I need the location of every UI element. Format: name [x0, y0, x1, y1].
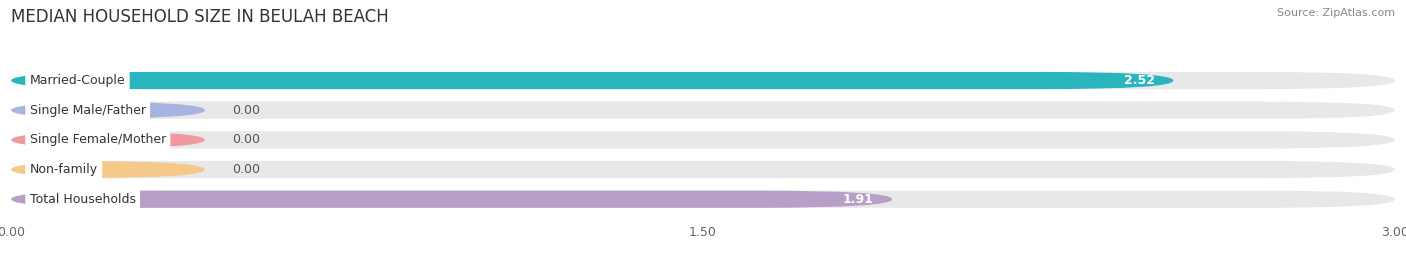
Text: 2.52: 2.52: [1123, 74, 1154, 87]
Text: 1.91: 1.91: [842, 193, 873, 206]
FancyBboxPatch shape: [11, 191, 891, 208]
Text: Total Households: Total Households: [30, 193, 136, 206]
Text: Source: ZipAtlas.com: Source: ZipAtlas.com: [1277, 8, 1395, 18]
FancyBboxPatch shape: [11, 102, 1395, 119]
FancyBboxPatch shape: [11, 131, 205, 148]
Text: Single Male/Father: Single Male/Father: [30, 104, 146, 117]
FancyBboxPatch shape: [11, 161, 205, 178]
FancyBboxPatch shape: [11, 191, 1395, 208]
FancyBboxPatch shape: [11, 131, 1395, 148]
Text: 0.00: 0.00: [232, 104, 260, 117]
FancyBboxPatch shape: [11, 72, 1174, 89]
Text: Non-family: Non-family: [30, 163, 98, 176]
Text: 0.00: 0.00: [232, 133, 260, 146]
FancyBboxPatch shape: [11, 72, 1395, 89]
Text: Single Female/Mother: Single Female/Mother: [30, 133, 166, 146]
FancyBboxPatch shape: [11, 161, 1395, 178]
FancyBboxPatch shape: [11, 102, 205, 119]
Text: MEDIAN HOUSEHOLD SIZE IN BEULAH BEACH: MEDIAN HOUSEHOLD SIZE IN BEULAH BEACH: [11, 8, 389, 26]
Text: 0.00: 0.00: [232, 163, 260, 176]
Text: Married-Couple: Married-Couple: [30, 74, 125, 87]
